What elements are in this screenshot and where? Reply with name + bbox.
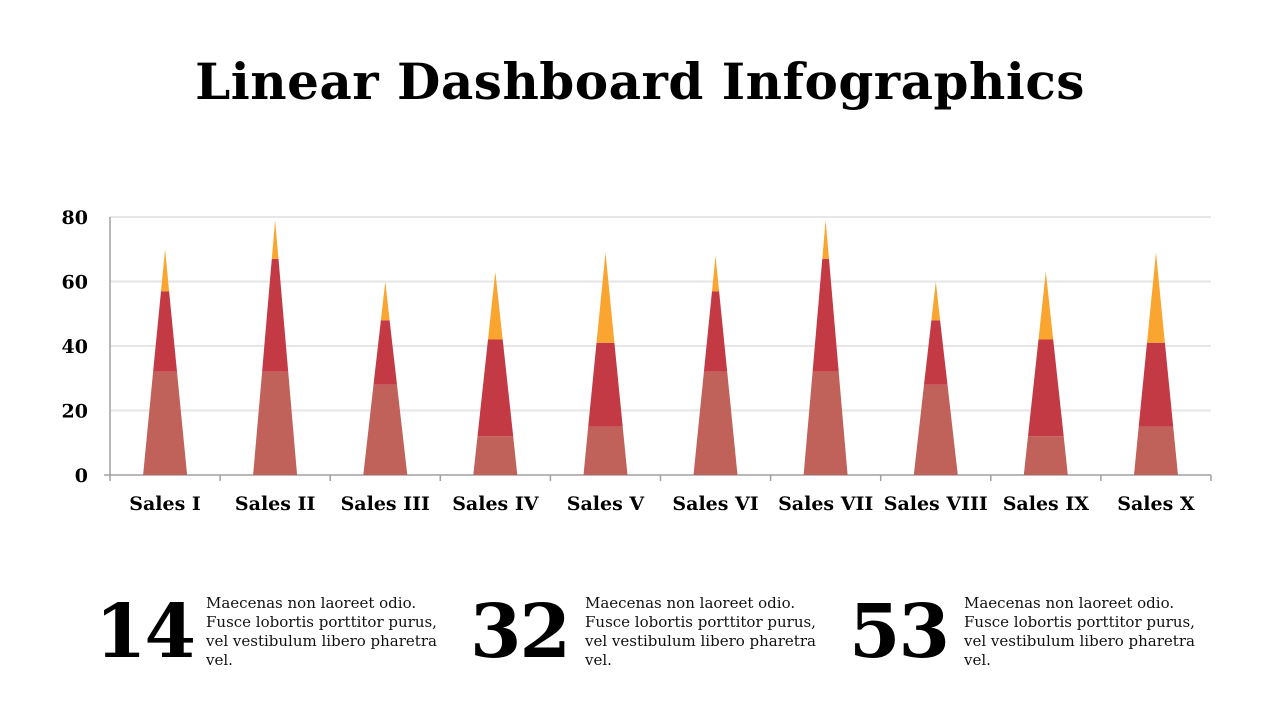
cone-6-segment-3 [712, 255, 720, 292]
cone-6-segment-2 [703, 291, 728, 372]
x-category-label-9: Sales IX [1003, 493, 1090, 515]
cone-4-segment-1 [473, 436, 518, 475]
cone-7-segment-2 [812, 258, 839, 372]
cone-3-segment-3 [380, 281, 390, 321]
y-tick-label-0: 0 [75, 465, 88, 487]
cone-9-segment-1 [1023, 436, 1068, 475]
stat-description-1: Maecenas non laoreet odio. Fusce loborti… [206, 594, 437, 669]
cone-10-segment-2 [1138, 342, 1174, 427]
stat-description-3: Maecenas non laoreet odio. Fusce loborti… [964, 594, 1195, 669]
cone-7-segment-1 [803, 371, 848, 475]
cone-2-segment-1 [253, 371, 298, 475]
cone-7-segment-3 [822, 220, 829, 259]
cone-3-segment-1 [363, 384, 408, 475]
cone-4-segment-3 [488, 271, 503, 340]
cone-10-segment-1 [1134, 426, 1178, 475]
cone-8-segment-3 [931, 281, 941, 321]
cone-1-segment-2 [153, 291, 177, 372]
cone-5-segment-2 [588, 342, 623, 427]
x-category-label-2: Sales II [235, 493, 316, 515]
stat-description-2: Maecenas non laoreet odio. Fusce loborti… [585, 594, 816, 669]
y-tick-label-40: 40 [62, 336, 88, 358]
x-category-label-5: Sales V [567, 493, 646, 515]
y-tick-label-80: 80 [62, 207, 88, 229]
x-category-label-10: Sales X [1117, 493, 1195, 515]
stacked-cone-chart: 0 20 40 60 80 Sales I Sales II Sales III Sales I… [62, 207, 1212, 515]
stat-number-1: 14 [95, 589, 196, 675]
cone-1-segment-3 [161, 249, 170, 292]
x-category-label-1: Sales I [129, 493, 201, 515]
stat-number-3: 53 [849, 589, 950, 675]
y-tick-label-20: 20 [62, 401, 88, 423]
cone-3-segment-2 [373, 320, 397, 385]
cone-5-segment-1 [583, 426, 628, 475]
x-category-label-3: Sales III [341, 493, 430, 515]
x-category-label-7: Sales VII [778, 493, 873, 515]
page-title: Linear Dashboard Infographics [195, 52, 1085, 111]
cone-1-segment-1 [143, 371, 188, 475]
cone-5-segment-3 [596, 252, 615, 343]
cone-6-segment-1 [693, 371, 738, 475]
stat-number-2: 32 [470, 589, 571, 675]
y-tick-label-60: 60 [62, 272, 88, 294]
cone-10-segment-3 [1147, 252, 1165, 343]
cone-9-segment-3 [1038, 271, 1054, 340]
cone-2-segment-2 [262, 258, 289, 372]
x-category-label-4: Sales IV [452, 493, 540, 515]
x-category-label-6: Sales VI [672, 493, 758, 515]
cone-4-segment-2 [477, 339, 514, 437]
cone-2-segment-3 [271, 220, 279, 259]
cone-8-segment-1 [913, 384, 958, 475]
cone-9-segment-2 [1028, 339, 1064, 437]
cone-8-segment-2 [924, 320, 948, 385]
x-category-label-8: Sales VIII [884, 493, 988, 515]
